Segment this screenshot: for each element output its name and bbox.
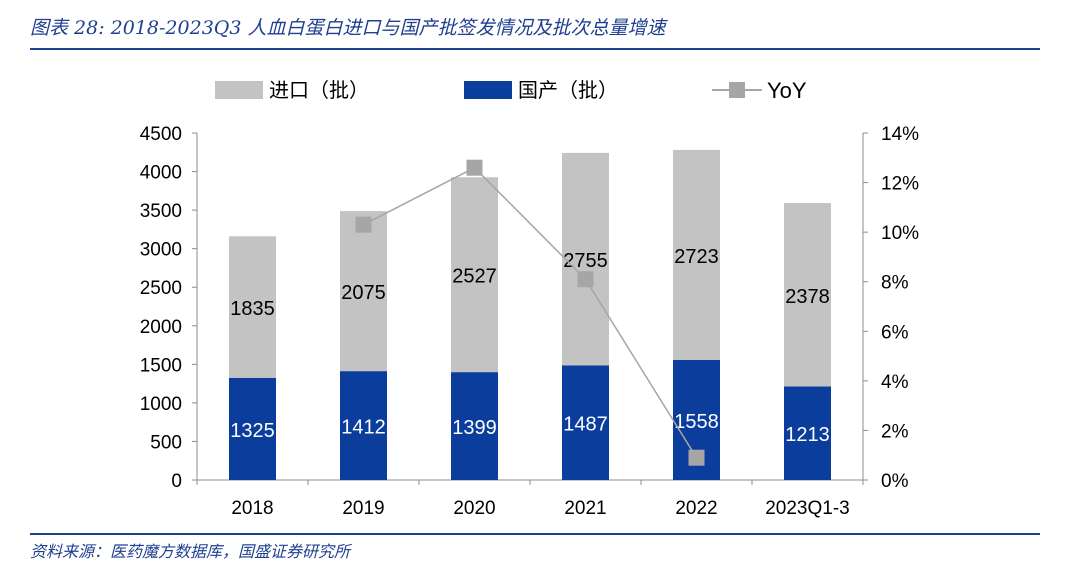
- bar-data-label: 1399: [452, 417, 497, 439]
- footer-divider: [30, 533, 1040, 535]
- left-tick-label: 1500: [140, 355, 182, 376]
- legend-label-domestic: 国产（批）: [518, 79, 618, 102]
- bar-data-label: 2075: [341, 282, 386, 304]
- bar-import: [784, 203, 831, 387]
- x-tick-label: 2021: [564, 498, 606, 519]
- bar-domestic: [784, 386, 831, 480]
- bar-data-label: 2755: [563, 250, 608, 272]
- legend-marker-yoy: [729, 82, 745, 98]
- x-tick-label: 2020: [453, 498, 495, 519]
- bar-data-label: 1213: [785, 424, 830, 446]
- right-tick-label: 10%: [881, 223, 919, 244]
- right-tick-label: 12%: [881, 174, 919, 195]
- left-tick-label: 500: [150, 432, 182, 453]
- bar-data-label: 1325: [230, 420, 275, 442]
- bar-data-label: 1558: [674, 411, 719, 433]
- right-tick-label: 2%: [881, 421, 909, 442]
- bar-data-label: 2527: [452, 266, 497, 288]
- bar-data-label: 1412: [341, 417, 386, 439]
- legend-swatch-import: [215, 81, 263, 99]
- bar-data-label: 1835: [230, 298, 275, 320]
- source-note: 资料来源：医药魔方数据库，国盛证券研究所: [30, 542, 351, 561]
- x-tick-label: 2018: [231, 498, 273, 519]
- bar-import: [673, 149, 720, 360]
- legend-label-import: 进口（批）: [269, 79, 369, 102]
- yoy-marker: [577, 271, 594, 288]
- right-tick-label: 0%: [881, 471, 909, 492]
- bar-import: [340, 211, 387, 372]
- legend-label-yoy: YoY: [767, 78, 807, 103]
- right-tick-label: 8%: [881, 273, 909, 294]
- bar-domestic: [562, 365, 609, 480]
- yoy-marker: [688, 449, 705, 466]
- left-tick-label: 0: [171, 471, 182, 492]
- yoy-marker: [355, 216, 372, 233]
- x-tick-label: 2019: [342, 498, 384, 519]
- legend-swatch-domestic: [464, 81, 512, 99]
- left-tick-label: 1000: [140, 394, 182, 415]
- bar-data-label: 2723: [674, 246, 719, 268]
- title-divider: [30, 48, 1040, 50]
- bar-data-label: 1487: [563, 414, 608, 436]
- bar-import: [562, 152, 609, 366]
- left-tick-label: 4000: [140, 163, 182, 184]
- left-tick-label: 2500: [140, 278, 182, 299]
- yoy-marker: [466, 159, 483, 176]
- x-tick-label: 2022: [675, 498, 717, 519]
- right-tick-label: 6%: [881, 322, 909, 343]
- bar-domestic: [229, 377, 276, 480]
- right-tick-label: 4%: [881, 372, 909, 393]
- left-tick-label: 2000: [140, 317, 182, 338]
- bar-import: [451, 177, 498, 373]
- left-tick-label: 3500: [140, 201, 182, 222]
- yoy-line: [363, 166, 698, 459]
- figure-title: 图表 28: 2018-2023Q3 人血白蛋白进口与国产批签发情况及批次总量增…: [30, 17, 666, 39]
- left-tick-label: 4500: [140, 124, 182, 145]
- bar-domestic: [340, 371, 387, 480]
- bar-data-label: 2378: [785, 286, 830, 308]
- bar-import: [229, 236, 276, 378]
- right-tick-label: 14%: [881, 124, 919, 145]
- bar-domestic: [451, 372, 498, 480]
- left-tick-label: 3000: [140, 240, 182, 261]
- x-tick-label: 2023Q1-3: [765, 498, 850, 519]
